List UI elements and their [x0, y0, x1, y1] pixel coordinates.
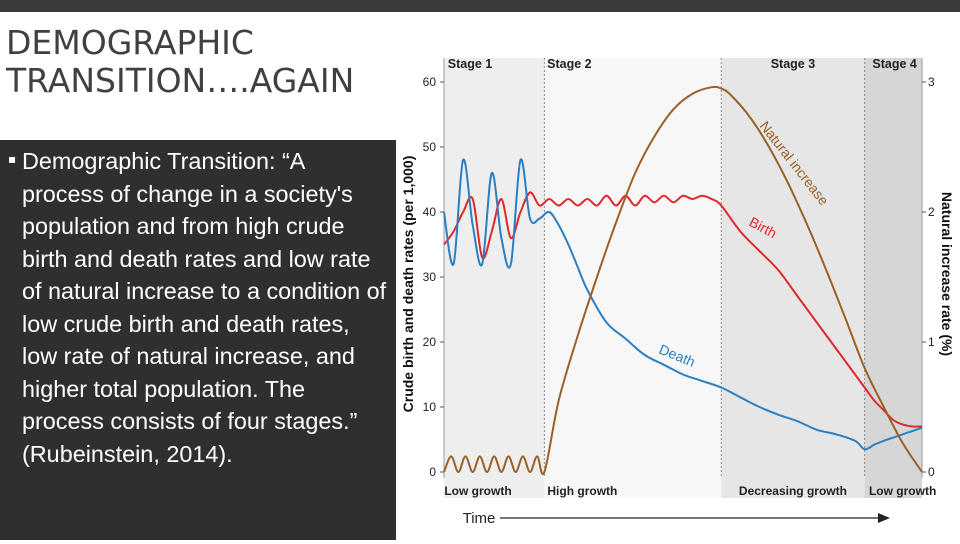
stage-band-3	[721, 58, 865, 498]
demographic-transition-chart: 0 10 20 30 40 50 60 0 1 2 3 Stage 1 Stage 2 Stage …	[400, 57, 955, 527]
slide-title-line2: TRANSITION….AGAIN	[6, 61, 355, 100]
y-left-tick-label: 10	[423, 400, 437, 414]
y-right-tick-label: 2	[928, 205, 935, 219]
stage-label-2: High growth	[547, 484, 617, 498]
y-axis-right-label: Natural increase rate (%)	[939, 192, 955, 356]
stage-name-2: Stage 2	[547, 57, 592, 71]
stage-band-2	[544, 58, 722, 498]
time-arrow-head-icon	[878, 513, 890, 523]
y-left-tick-label: 0	[429, 465, 436, 479]
stage-band-4	[864, 58, 922, 498]
slide-title: DEMOGRAPHIC TRANSITION….AGAIN	[6, 24, 391, 100]
natural-increase-line	[443, 85, 923, 475]
stage-name-1: Stage 1	[448, 57, 493, 71]
stage-band-1	[444, 58, 545, 498]
slide-title-line1: DEMOGRAPHIC	[6, 23, 254, 62]
bullet-marker-icon: ▪	[8, 152, 17, 166]
stage-label-4: Low growth	[869, 484, 936, 498]
x-axis-label: Time	[463, 510, 496, 527]
death-rate-line	[443, 158, 923, 451]
top-bar	[0, 0, 960, 12]
y-right-tick-label: 1	[928, 335, 935, 349]
birth-rate-line	[443, 191, 923, 428]
y-left-tick-label: 40	[423, 205, 437, 219]
body-band	[0, 140, 396, 540]
stage-name-4: Stage 4	[872, 57, 917, 71]
chart-panel: 0 10 20 30 40 50 60 0 1 2 3 Stage 1 Stage 2 Stage …	[396, 12, 960, 540]
stage-label-3: Decreasing growth	[739, 484, 847, 498]
y-right-tick-label: 0	[928, 465, 935, 479]
y-left-tick-label: 60	[423, 75, 437, 89]
y-left-tick-label: 30	[423, 270, 437, 284]
stage-name-3: Stage 3	[771, 57, 816, 71]
y-axis-left-label: Crude birth and death rates (per 1,000)	[400, 156, 416, 413]
y-right-tick-label: 3	[928, 75, 935, 89]
bullet-text: Demographic Transition: “A process of ch…	[22, 148, 387, 467]
stage-label-1: Low growth	[444, 484, 511, 498]
y-left-tick-label: 50	[423, 140, 437, 154]
y-left-tick-label: 20	[423, 335, 437, 349]
